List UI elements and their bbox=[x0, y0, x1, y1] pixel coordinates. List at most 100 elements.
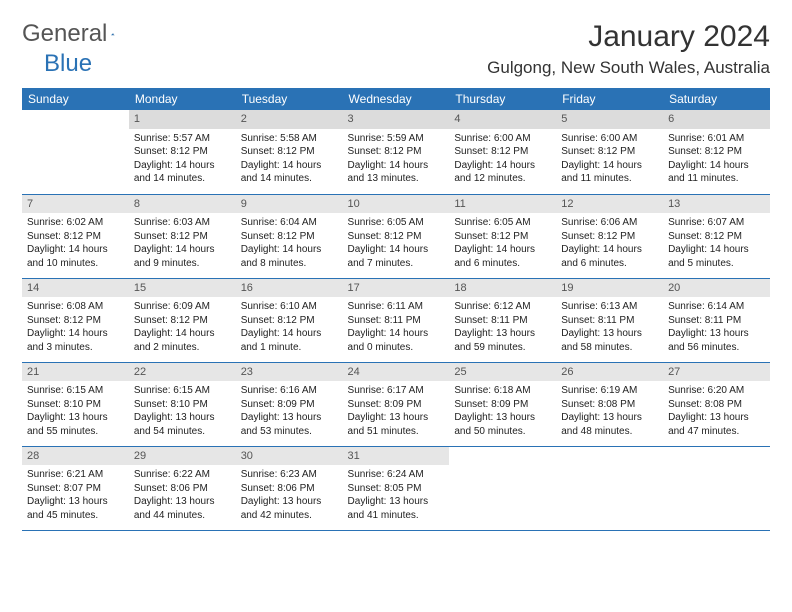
day-line: Sunset: 8:12 PM bbox=[27, 230, 124, 244]
header: General January 2024 Gulgong, New South … bbox=[22, 20, 770, 78]
day-body bbox=[663, 465, 770, 472]
calendar-cell bbox=[449, 446, 556, 530]
day-line: Sunrise: 6:02 AM bbox=[27, 216, 124, 230]
day-number bbox=[449, 447, 556, 466]
logo: General bbox=[22, 20, 135, 48]
day-number: 3 bbox=[343, 110, 450, 129]
day-line: Sunset: 8:09 PM bbox=[348, 398, 445, 412]
day-line: Sunrise: 6:22 AM bbox=[134, 468, 231, 482]
calendar-cell: 17Sunrise: 6:11 AMSunset: 8:11 PMDayligh… bbox=[343, 278, 450, 362]
day-line: Sunset: 8:09 PM bbox=[241, 398, 338, 412]
day-line: Sunrise: 6:08 AM bbox=[27, 300, 124, 314]
day-line: Sunrise: 6:10 AM bbox=[241, 300, 338, 314]
weekday-header: Monday bbox=[129, 88, 236, 110]
day-line: Sunrise: 6:05 AM bbox=[454, 216, 551, 230]
day-line: Sunset: 8:12 PM bbox=[561, 145, 658, 159]
day-body: Sunrise: 5:57 AMSunset: 8:12 PMDaylight:… bbox=[129, 129, 236, 190]
day-line: Sunrise: 6:13 AM bbox=[561, 300, 658, 314]
day-line: Daylight: 14 hours bbox=[348, 243, 445, 257]
day-body: Sunrise: 6:01 AMSunset: 8:12 PMDaylight:… bbox=[663, 129, 770, 190]
day-line: Sunset: 8:12 PM bbox=[668, 230, 765, 244]
day-line: and 58 minutes. bbox=[561, 341, 658, 355]
calendar-row: 14Sunrise: 6:08 AMSunset: 8:12 PMDayligh… bbox=[22, 278, 770, 362]
day-number: 15 bbox=[129, 279, 236, 298]
day-line: and 47 minutes. bbox=[668, 425, 765, 439]
day-body: Sunrise: 6:15 AMSunset: 8:10 PMDaylight:… bbox=[129, 381, 236, 442]
day-line: and 55 minutes. bbox=[27, 425, 124, 439]
day-line: Daylight: 14 hours bbox=[134, 327, 231, 341]
day-line: and 11 minutes. bbox=[561, 172, 658, 186]
day-body: Sunrise: 6:13 AMSunset: 8:11 PMDaylight:… bbox=[556, 297, 663, 358]
day-line: and 14 minutes. bbox=[134, 172, 231, 186]
day-line: Sunrise: 6:19 AM bbox=[561, 384, 658, 398]
day-line: Sunset: 8:12 PM bbox=[561, 230, 658, 244]
day-body: Sunrise: 6:20 AMSunset: 8:08 PMDaylight:… bbox=[663, 381, 770, 442]
calendar-cell: 24Sunrise: 6:17 AMSunset: 8:09 PMDayligh… bbox=[343, 362, 450, 446]
day-line: Sunset: 8:11 PM bbox=[668, 314, 765, 328]
day-line: and 5 minutes. bbox=[668, 257, 765, 271]
day-line: Sunrise: 6:01 AM bbox=[668, 132, 765, 146]
day-line: Sunrise: 6:00 AM bbox=[454, 132, 551, 146]
day-line: Daylight: 13 hours bbox=[241, 495, 338, 509]
day-body: Sunrise: 6:09 AMSunset: 8:12 PMDaylight:… bbox=[129, 297, 236, 358]
day-body: Sunrise: 6:00 AMSunset: 8:12 PMDaylight:… bbox=[556, 129, 663, 190]
day-body: Sunrise: 6:12 AMSunset: 8:11 PMDaylight:… bbox=[449, 297, 556, 358]
day-line: and 10 minutes. bbox=[27, 257, 124, 271]
day-line: Sunset: 8:09 PM bbox=[454, 398, 551, 412]
day-number bbox=[663, 447, 770, 466]
calendar-cell: 3Sunrise: 5:59 AMSunset: 8:12 PMDaylight… bbox=[343, 110, 450, 194]
day-number: 13 bbox=[663, 195, 770, 214]
day-number: 9 bbox=[236, 195, 343, 214]
day-line: Daylight: 14 hours bbox=[241, 159, 338, 173]
day-number: 2 bbox=[236, 110, 343, 129]
weekday-header: Friday bbox=[556, 88, 663, 110]
day-number: 23 bbox=[236, 363, 343, 382]
day-line: and 2 minutes. bbox=[134, 341, 231, 355]
day-line: and 45 minutes. bbox=[27, 509, 124, 523]
day-line: and 11 minutes. bbox=[668, 172, 765, 186]
day-line: Daylight: 14 hours bbox=[454, 243, 551, 257]
day-line: Daylight: 13 hours bbox=[454, 411, 551, 425]
day-number: 12 bbox=[556, 195, 663, 214]
day-line: Sunset: 8:12 PM bbox=[241, 314, 338, 328]
day-number: 20 bbox=[663, 279, 770, 298]
day-number: 17 bbox=[343, 279, 450, 298]
calendar-cell: 2Sunrise: 5:58 AMSunset: 8:12 PMDaylight… bbox=[236, 110, 343, 194]
day-line: Daylight: 13 hours bbox=[668, 411, 765, 425]
day-line: Sunset: 8:11 PM bbox=[454, 314, 551, 328]
day-line: and 54 minutes. bbox=[134, 425, 231, 439]
day-number: 8 bbox=[129, 195, 236, 214]
weekday-header: Thursday bbox=[449, 88, 556, 110]
day-body: Sunrise: 6:17 AMSunset: 8:09 PMDaylight:… bbox=[343, 381, 450, 442]
day-line: and 51 minutes. bbox=[348, 425, 445, 439]
calendar-row: 28Sunrise: 6:21 AMSunset: 8:07 PMDayligh… bbox=[22, 446, 770, 530]
day-line: Daylight: 13 hours bbox=[241, 411, 338, 425]
day-line: Daylight: 14 hours bbox=[561, 243, 658, 257]
day-number: 11 bbox=[449, 195, 556, 214]
day-line: Sunset: 8:12 PM bbox=[241, 230, 338, 244]
day-line: Daylight: 13 hours bbox=[561, 327, 658, 341]
calendar-cell: 18Sunrise: 6:12 AMSunset: 8:11 PMDayligh… bbox=[449, 278, 556, 362]
day-line: and 14 minutes. bbox=[241, 172, 338, 186]
day-line: Sunrise: 6:17 AM bbox=[348, 384, 445, 398]
day-body: Sunrise: 6:06 AMSunset: 8:12 PMDaylight:… bbox=[556, 213, 663, 274]
calendar-row: 7Sunrise: 6:02 AMSunset: 8:12 PMDaylight… bbox=[22, 194, 770, 278]
day-number: 27 bbox=[663, 363, 770, 382]
day-body: Sunrise: 6:05 AMSunset: 8:12 PMDaylight:… bbox=[449, 213, 556, 274]
day-line: Sunrise: 6:04 AM bbox=[241, 216, 338, 230]
day-line: Sunset: 8:12 PM bbox=[27, 314, 124, 328]
calendar-cell: 4Sunrise: 6:00 AMSunset: 8:12 PMDaylight… bbox=[449, 110, 556, 194]
day-line: and 0 minutes. bbox=[348, 341, 445, 355]
day-number: 7 bbox=[22, 195, 129, 214]
day-line: Daylight: 14 hours bbox=[241, 327, 338, 341]
calendar-cell: 20Sunrise: 6:14 AMSunset: 8:11 PMDayligh… bbox=[663, 278, 770, 362]
calendar-cell: 29Sunrise: 6:22 AMSunset: 8:06 PMDayligh… bbox=[129, 446, 236, 530]
day-body: Sunrise: 6:02 AMSunset: 8:12 PMDaylight:… bbox=[22, 213, 129, 274]
day-line: Daylight: 14 hours bbox=[561, 159, 658, 173]
day-line: Daylight: 13 hours bbox=[454, 327, 551, 341]
day-line: Sunset: 8:12 PM bbox=[241, 145, 338, 159]
day-line: Sunset: 8:12 PM bbox=[454, 145, 551, 159]
day-line: and 48 minutes. bbox=[561, 425, 658, 439]
day-line: Sunrise: 5:57 AM bbox=[134, 132, 231, 146]
day-line: and 56 minutes. bbox=[668, 341, 765, 355]
